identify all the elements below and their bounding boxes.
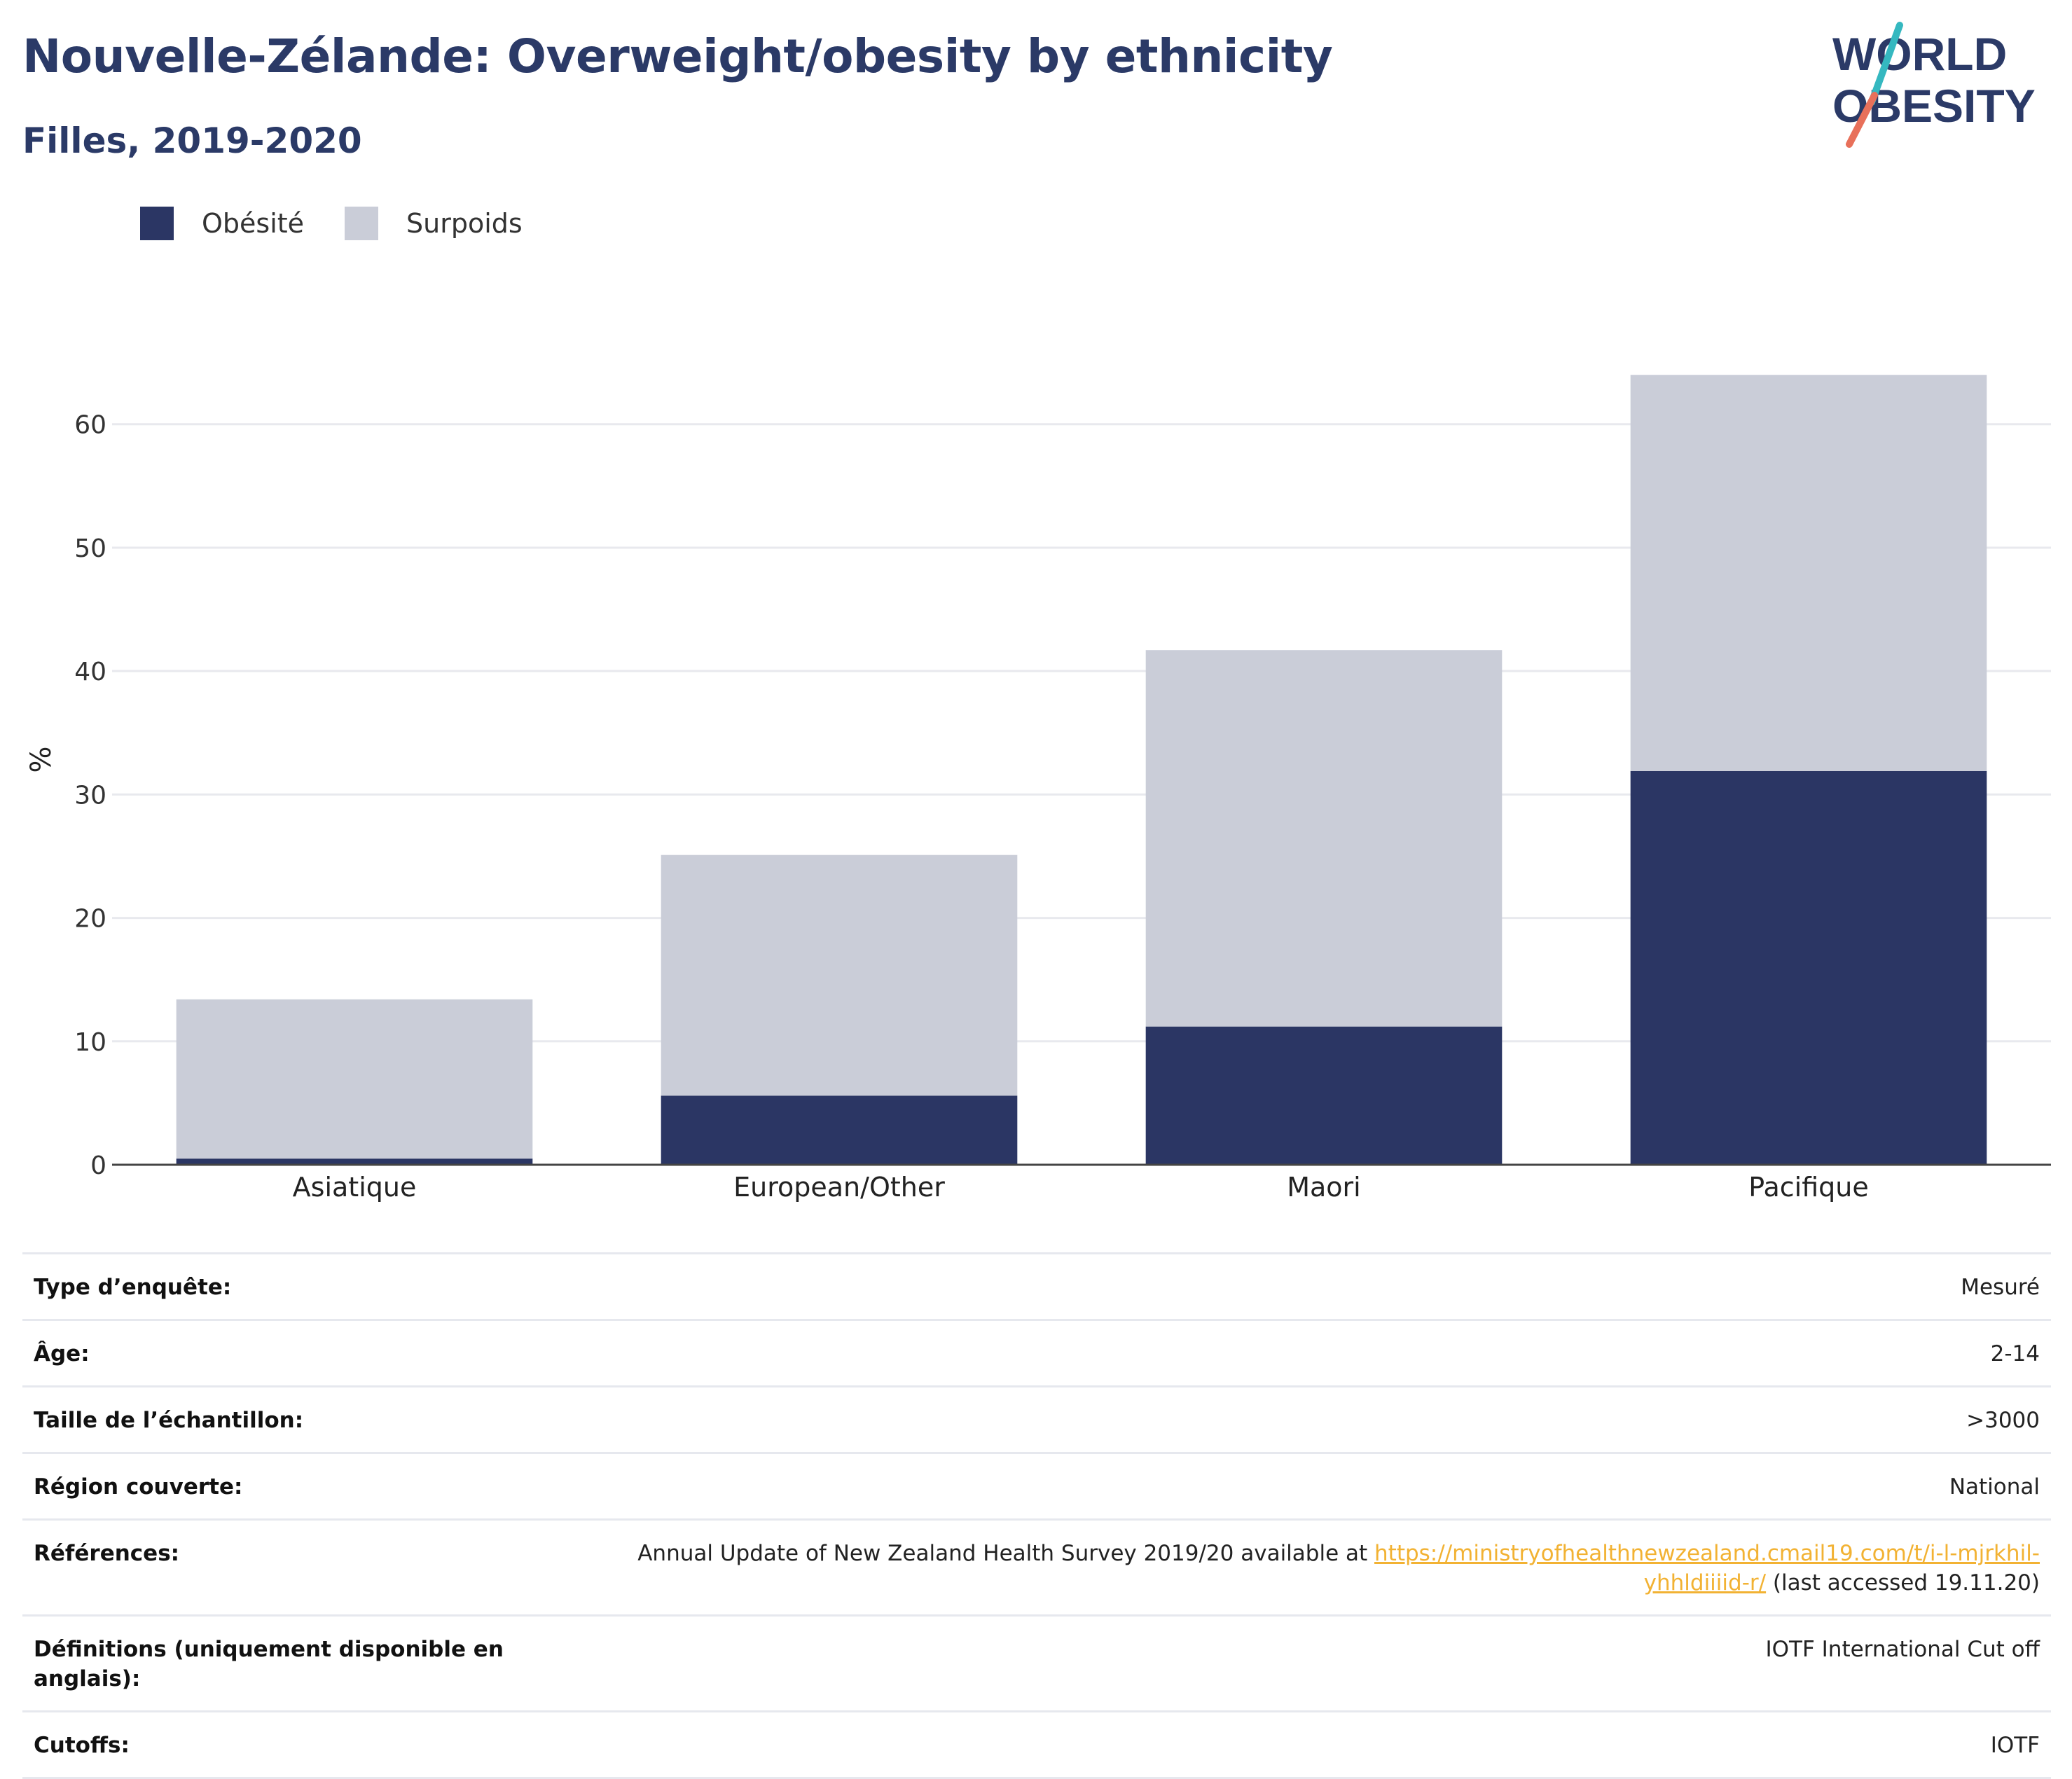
bar-surpoids-asiatique: [176, 999, 533, 1159]
logo-slash-teal: [1868, 22, 1903, 106]
meta-label: Type d’enquête:: [34, 1275, 232, 1300]
meta-value: Annual Update of New Zealand Health Surv…: [510, 1539, 2040, 1598]
chart-title: Nouvelle-Zélande: Overweight/obesity by …: [22, 29, 1333, 83]
logo-text-world: WORLD: [1832, 28, 2007, 80]
survey-details-table: Type d’enquête: Mesuré Âge: 2-14 Taille …: [22, 1252, 2051, 1779]
x-tick-label: European/Other: [733, 1172, 945, 1203]
world-obesity-logo: WORLD OBESITY: [1832, 22, 2036, 148]
bar-chart: 0 10 20 30 40 50 60% Asiatique European/Other Mao…: [25, 375, 2051, 1203]
meta-value: >3000: [1966, 1408, 2040, 1433]
meta-label: Définitions (uniquement disponible en an…: [34, 1637, 504, 1691]
meta-label: Âge:: [34, 1341, 90, 1366]
meta-row-definitions: Définitions (uniquement disponible en an…: [22, 1617, 2051, 1712]
chart-legend: Obésité Surpoids: [140, 207, 563, 240]
meta-row-sample-size: Taille de l’échantillon: >3000: [22, 1387, 2051, 1454]
legend-label-surpoids: Surpoids: [406, 208, 523, 239]
bar-surpoids-european-other: [661, 854, 1018, 1096]
y-tick-label: 50: [74, 534, 106, 563]
bar-surpoids-maori: [1145, 650, 1503, 1027]
meta-value: Mesuré: [1961, 1275, 2040, 1300]
meta-row-references: Références: Annual Update of New Zealand…: [22, 1521, 2051, 1617]
chart-subtitle: Filles, 2019-2020: [22, 120, 362, 161]
y-tick-label: 30: [74, 781, 106, 810]
meta-label: Région couverte:: [34, 1474, 243, 1500]
y-axis-label: %: [25, 746, 57, 773]
meta-value: National: [1949, 1474, 2040, 1500]
reference-link-continued[interactable]: yhhldiiiid-r/: [1643, 1570, 1767, 1595]
y-tick-label: 60: [74, 411, 106, 440]
meta-row-age: Âge: 2-14: [22, 1321, 2051, 1387]
bar-obesite-european-other: [661, 1095, 1018, 1165]
meta-row-region: Région couverte: National: [22, 1454, 2051, 1521]
legend-label-obesite: Obésité: [202, 208, 305, 239]
meta-label: Cutoffs:: [34, 1733, 130, 1758]
bar-obesite-maori: [1145, 1026, 1503, 1165]
x-tick-label: Pacifique: [1748, 1172, 1868, 1203]
meta-label: Références:: [34, 1541, 180, 1566]
bar-obesite-pacifique: [1630, 770, 1987, 1165]
y-tick-label: 0: [90, 1151, 106, 1180]
bar-surpoids-pacifique: [1630, 375, 1987, 771]
meta-label: Taille de l’échantillon:: [34, 1408, 304, 1433]
legend-swatch-surpoids: [345, 207, 379, 240]
reference-text: Annual Update of New Zealand Health Surv…: [637, 1541, 1375, 1566]
y-tick-label: 10: [74, 1028, 106, 1057]
meta-value: IOTF International Cut off: [1765, 1637, 2040, 1662]
legend-swatch-obesite: [140, 207, 174, 240]
meta-value: 2-14: [1990, 1341, 2040, 1366]
y-tick-label: 20: [74, 905, 106, 934]
reference-link[interactable]: https://ministryofhealthnewzealand.cmail…: [1374, 1541, 2040, 1566]
x-tick-label: Maori: [1287, 1172, 1361, 1203]
meta-value: IOTF: [1990, 1733, 2040, 1758]
logo-slash-coral: [1846, 92, 1878, 148]
x-tick-label: Asiatique: [293, 1172, 417, 1203]
bar-obesite-asiatique: [176, 1158, 533, 1165]
legend-item-obesite: Obésité: [140, 207, 304, 240]
meta-row-cutoffs: Cutoffs: IOTF: [22, 1712, 2051, 1779]
legend-item-surpoids: Surpoids: [345, 207, 523, 240]
meta-row-survey-type: Type d’enquête: Mesuré: [22, 1254, 2051, 1321]
y-tick-label: 40: [74, 658, 106, 686]
reference-accessed-text: (last accessed 19.11.20): [1766, 1570, 2040, 1595]
